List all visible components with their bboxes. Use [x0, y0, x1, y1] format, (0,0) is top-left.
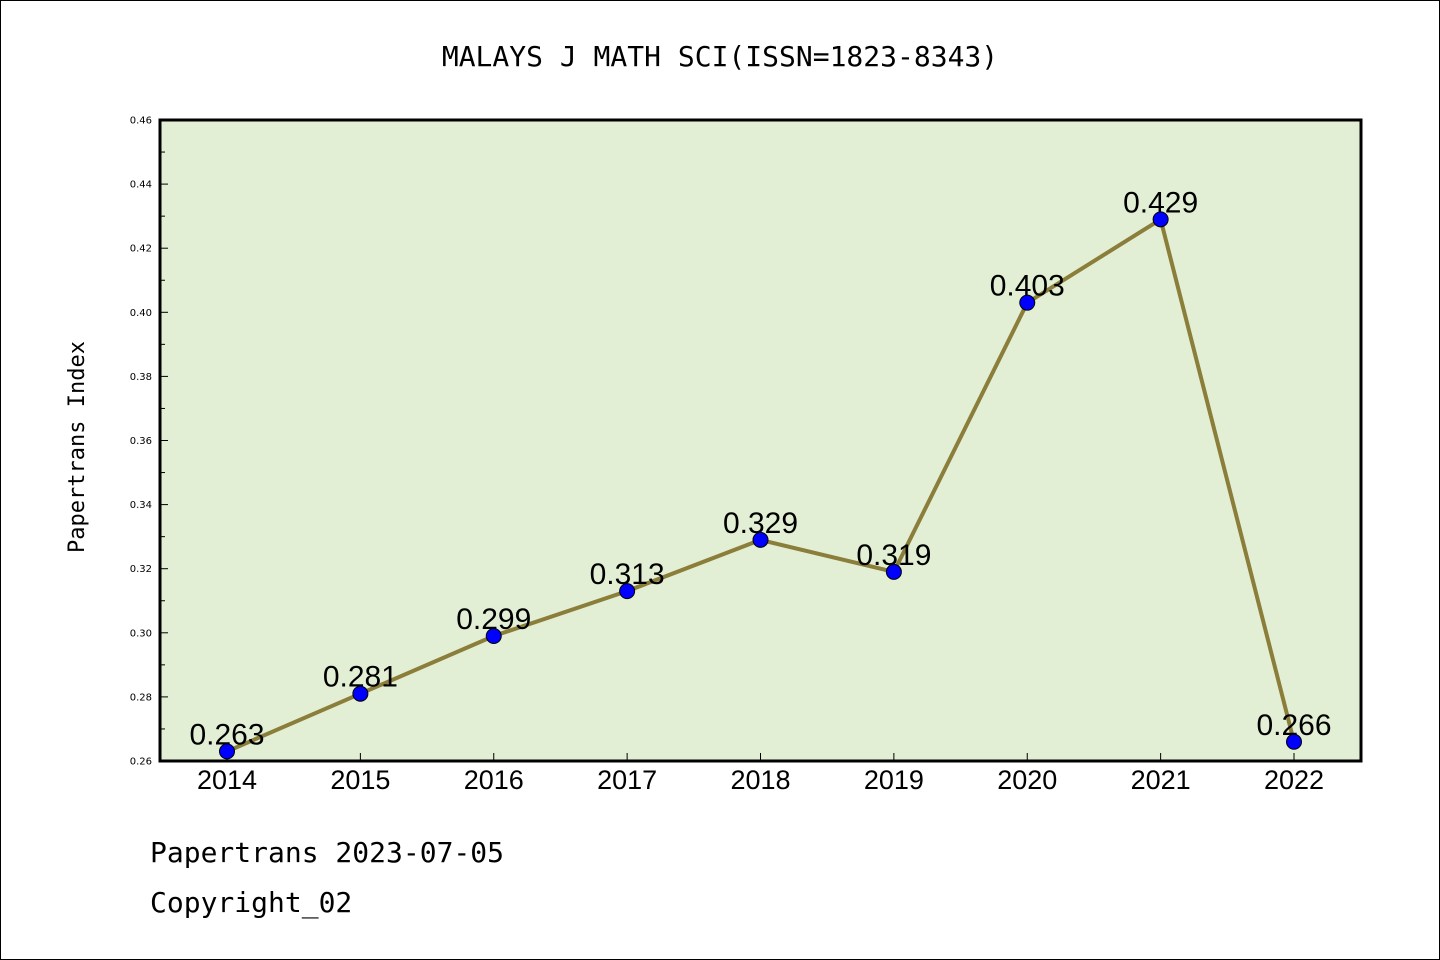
- x-axis: 2014 2015 2016 2017 2018 2019 2020 2021 2022: [197, 753, 1324, 795]
- data-point: [885, 563, 902, 580]
- x-tick-label: 2018: [730, 765, 790, 795]
- y-tick-label: 0.30: [130, 628, 152, 639]
- data-point: [485, 628, 502, 645]
- y-axis: 0.26 0.28 0.30 0.32 0.34 0.36 0.38 0.40 0.42 0.44…: [130, 116, 168, 768]
- y-tick-label: 0.40: [130, 308, 152, 319]
- footer-date: Papertrans 2023-07-05: [150, 836, 505, 869]
- x-tick-label: 2021: [1131, 765, 1191, 795]
- data-label: 0.403: [990, 270, 1065, 303]
- data-labels: 0.263 0.281 0.299 0.313 0.329 0.319 0.403 0.429…: [189, 186, 1331, 751]
- data-point: [1019, 294, 1036, 311]
- data-label: 0.329: [723, 507, 798, 540]
- data-label: 0.319: [856, 539, 931, 572]
- data-label: 0.281: [323, 661, 398, 694]
- x-tick-label: 2019: [864, 765, 924, 795]
- x-tick-label: 2015: [330, 765, 390, 795]
- y-tick-label: 0.34: [130, 500, 152, 511]
- data-label: 0.429: [1123, 186, 1198, 219]
- data-label: 0.266: [1256, 709, 1331, 742]
- data-point: [752, 531, 769, 548]
- x-tick-label: 2022: [1264, 765, 1324, 795]
- x-tick-label: 2020: [997, 765, 1057, 795]
- y-tick-label: 0.36: [130, 436, 152, 447]
- data-point: [219, 743, 235, 760]
- chart-title: MALAYS J MATH SCI(ISSN=1823-8343): [442, 40, 998, 73]
- y-tick-label: 0.38: [130, 372, 152, 383]
- x-tick-label: 2014: [197, 765, 257, 795]
- data-label: 0.299: [456, 603, 531, 636]
- y-tick-label: 0.42: [130, 244, 152, 255]
- y-tick-label: 0.28: [130, 692, 152, 703]
- y-tick-label: 0.46: [130, 116, 152, 127]
- y-tick-label: 0.44: [130, 180, 152, 191]
- data-point: [352, 685, 369, 702]
- y-tick-label: 0.26: [130, 757, 152, 768]
- data-point: [619, 583, 636, 600]
- data-label: 0.263: [189, 718, 264, 751]
- y-tick-label: 0.32: [130, 564, 152, 575]
- x-tick-label: 2016: [464, 765, 524, 795]
- series-markers: [219, 211, 1302, 760]
- x-tick-label: 2017: [597, 765, 657, 795]
- y-axis-label: Papertrans Index: [65, 341, 90, 553]
- data-label: 0.313: [590, 558, 665, 591]
- data-point: [1152, 211, 1169, 228]
- data-point: [1286, 733, 1302, 750]
- footer-copyright: Copyright_02: [150, 886, 353, 919]
